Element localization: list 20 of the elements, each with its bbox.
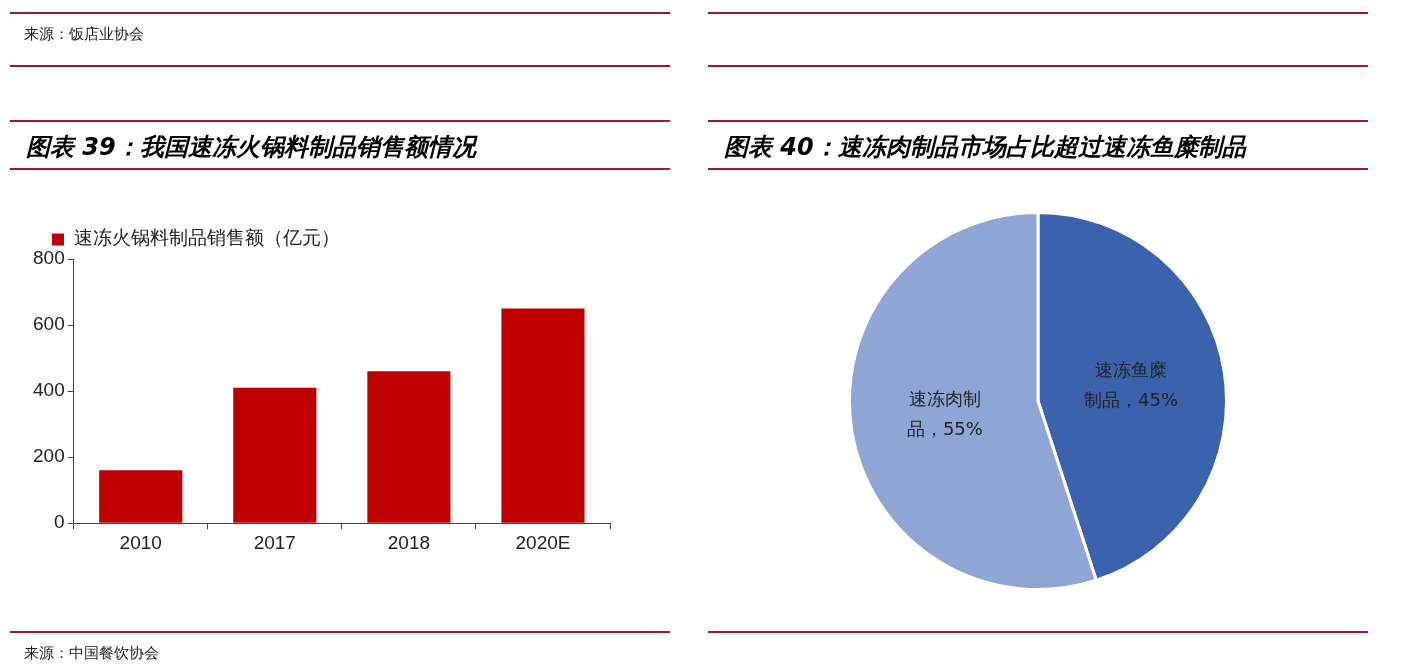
slice-label: 速冻肉制品，55% — [906, 388, 983, 440]
bar — [99, 470, 183, 523]
bar — [233, 387, 317, 523]
y-tick-label: 600 — [33, 313, 65, 335]
bar — [501, 308, 585, 523]
chart-title: 图表 39：我国速冻火锅料制品销售额情况 — [10, 120, 670, 170]
bar — [367, 371, 451, 523]
x-tick-label: 2010 — [119, 531, 162, 553]
x-tick-label: 2017 — [253, 531, 296, 553]
source-note: 来源：中国餐饮协会 — [10, 631, 670, 669]
source-note: 来源：饭店业协会 — [10, 12, 670, 67]
y-tick-label: 200 — [33, 445, 65, 467]
y-tick-label: 0 — [54, 511, 65, 533]
chart-title: 图表 40：速冻肉制品市场占比超过速冻鱼糜制品 — [708, 120, 1368, 170]
legend-label: 速冻火锅料制品销售额（亿元） — [73, 226, 340, 249]
y-tick-label: 400 — [33, 379, 65, 401]
y-tick-label: 800 — [33, 247, 65, 269]
x-tick-label: 2020E — [515, 531, 571, 553]
slice-label: 速冻鱼糜制品，45% — [1084, 358, 1179, 410]
x-tick-label: 2018 — [387, 531, 431, 553]
